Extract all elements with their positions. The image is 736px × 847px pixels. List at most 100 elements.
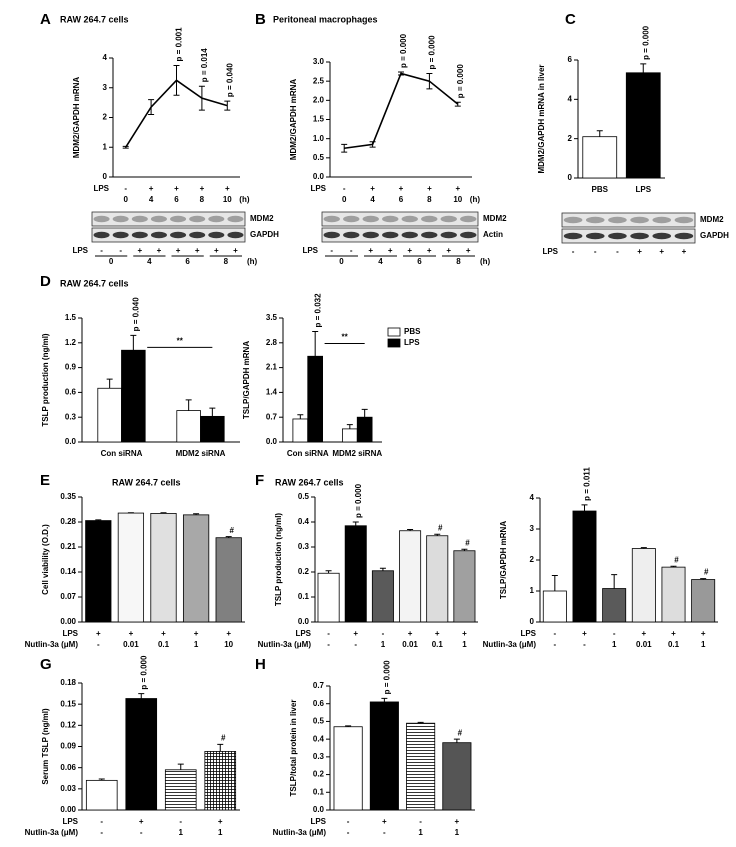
row-value: + <box>149 184 154 193</box>
blot-band <box>208 216 224 222</box>
blot-band <box>94 216 110 222</box>
group-label: 0 <box>109 257 114 266</box>
row-value: - <box>383 828 386 837</box>
row-value: - <box>97 640 100 649</box>
row-value: - <box>553 629 556 638</box>
y-tick-label: 0.7 <box>266 412 278 421</box>
row-value: - <box>419 817 422 826</box>
y-tick-label: 0.00 <box>60 805 76 814</box>
row-value: + <box>200 184 205 193</box>
blot-label: MDM2 <box>483 214 507 223</box>
legend-swatch <box>388 328 400 336</box>
y-tick-label: 3.0 <box>313 57 325 66</box>
blot-band <box>421 216 437 222</box>
lane-label: LPS <box>542 247 558 256</box>
y-tick-label: 2.1 <box>266 363 278 372</box>
bar <box>626 73 660 178</box>
blot-band <box>94 232 110 238</box>
lane-value: + <box>637 247 642 256</box>
blot-band <box>382 232 398 238</box>
row-value: 1 <box>381 640 386 649</box>
y-axis-label: TSLP/GAPDH mRNA <box>499 521 508 599</box>
row-value: - <box>140 828 143 837</box>
bar <box>454 551 475 622</box>
group-label: 8 <box>456 257 461 266</box>
row-value: 1 <box>418 828 423 837</box>
blot-label: Actin <box>483 230 503 239</box>
y-tick-label: 2.8 <box>266 338 278 347</box>
y-tick-label: 0.1 <box>313 787 325 796</box>
error-bar <box>312 331 318 356</box>
lane-value: + <box>233 246 238 255</box>
y-tick-label: 0.4 <box>298 517 310 526</box>
blot-band <box>564 217 583 223</box>
group-label: 8 <box>224 257 229 266</box>
y-tick-label: 2 <box>568 134 573 143</box>
y-axis-label: MDM2/GAPDH mRNA <box>289 79 298 161</box>
bar <box>573 511 596 622</box>
significance-mark: # <box>674 555 679 564</box>
blot-band <box>151 232 167 238</box>
row-value: 0.1 <box>158 640 170 649</box>
significance-mark: # <box>465 538 470 547</box>
row-value: - <box>327 629 330 638</box>
bar <box>293 419 308 442</box>
y-tick-label: 1 <box>103 142 108 151</box>
x-tick-label: 0 <box>123 195 128 204</box>
bar <box>427 536 448 622</box>
x-unit: (h) <box>470 195 481 204</box>
panel-letter: D <box>40 273 51 290</box>
row-value: + <box>129 629 134 638</box>
row-label: LPS <box>93 184 109 193</box>
row-value: + <box>139 817 144 826</box>
y-axis-label: TSLP production (ng/ml) <box>274 513 283 607</box>
y-tick-label: 1.5 <box>65 313 77 322</box>
p-value: p = 0.032 <box>313 293 322 328</box>
bar <box>205 751 236 810</box>
blot-band <box>324 232 340 238</box>
blot-band <box>113 216 129 222</box>
panel-letter: H <box>255 656 266 673</box>
panel-letter: E <box>40 472 50 489</box>
lane-value: - <box>100 246 103 255</box>
blot-band <box>586 233 605 239</box>
blot-band <box>630 233 649 239</box>
legend-label: PBS <box>404 327 421 336</box>
group-unit: (h) <box>480 257 491 266</box>
y-tick-label: 0.7 <box>313 681 325 690</box>
group-label: 0 <box>339 257 344 266</box>
y-tick-label: 0.03 <box>60 784 76 793</box>
x-tick-label: 6 <box>174 195 179 204</box>
bar <box>370 702 398 810</box>
group-unit: (h) <box>247 257 258 266</box>
p-value: p = 0.000 <box>428 35 437 70</box>
p-value: p = 0.000 <box>456 64 465 99</box>
group-label: 4 <box>147 257 152 266</box>
row-value: 1 <box>218 828 223 837</box>
blot-band <box>460 216 476 222</box>
blot-band <box>564 233 583 239</box>
y-tick-label: 0.35 <box>60 492 76 501</box>
row-value: - <box>583 640 586 649</box>
y-tick-label: 6 <box>568 55 573 64</box>
lane-value: + <box>659 247 664 256</box>
bar <box>357 417 372 442</box>
p-value: p = 0.014 <box>200 48 209 83</box>
bar <box>165 770 196 810</box>
error-bar <box>148 100 154 115</box>
legend-swatch <box>388 339 400 347</box>
bar <box>334 727 362 810</box>
error-bar <box>297 415 303 419</box>
row-value: - <box>613 629 616 638</box>
bar <box>126 699 157 810</box>
y-tick-label: 0.0 <box>298 617 310 626</box>
row-value: - <box>179 817 182 826</box>
lane-value: - <box>119 246 122 255</box>
y-tick-label: 0 <box>568 173 573 182</box>
blot-label: MDM2 <box>700 215 724 224</box>
bar <box>122 350 146 442</box>
blot-band <box>460 232 476 238</box>
y-tick-label: 0.4 <box>313 734 325 743</box>
y-tick-label: 0.18 <box>60 678 76 687</box>
x-tick-label: 10 <box>223 195 232 204</box>
